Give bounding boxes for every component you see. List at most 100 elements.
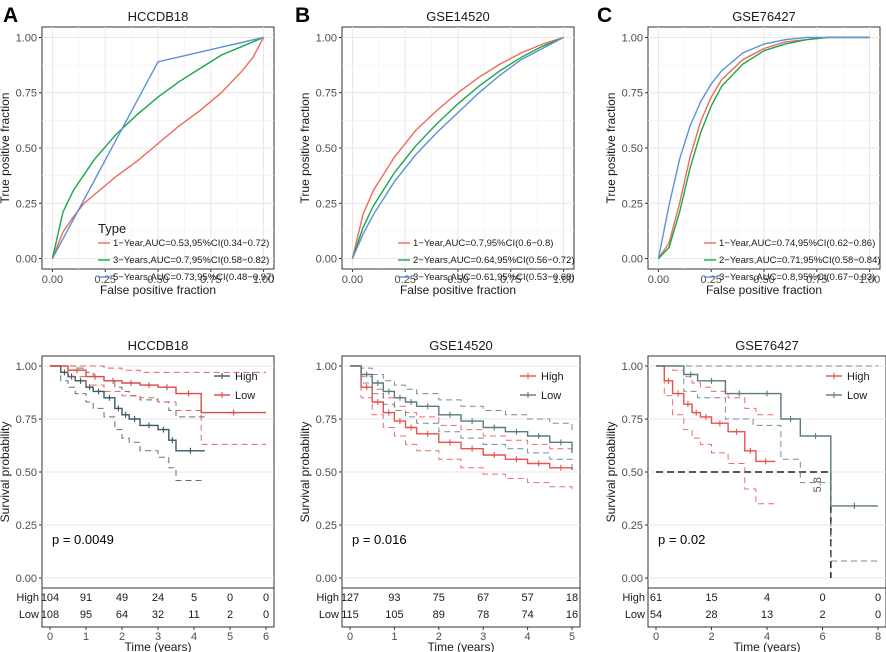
censor-mark <box>374 379 381 386</box>
x-tick-label: 0 <box>347 631 353 643</box>
chart-title: GSE14520 <box>426 9 490 24</box>
risk-count: 75 <box>433 592 445 604</box>
km-curve-high <box>656 365 776 463</box>
risk-count: 16 <box>566 609 578 621</box>
y-tick-label: 0.25 <box>16 520 37 532</box>
censor-mark <box>128 379 134 386</box>
risk-count: 2 <box>227 609 233 621</box>
censor-mark <box>733 428 740 435</box>
x-tick-label: 2 <box>436 631 442 643</box>
risk-count: 0 <box>875 592 881 604</box>
y-tick-label: 0.00 <box>16 254 37 266</box>
y-axis-label: Survival probability <box>298 422 312 523</box>
panel-letter-a: A <box>3 4 18 27</box>
y-tick-label: 0.75 <box>622 414 643 426</box>
legend-censor-mark <box>219 373 225 379</box>
y-tick-label: 0.50 <box>622 467 643 479</box>
x-tick-label: 0.00 <box>648 274 669 286</box>
risk-count: 18 <box>566 592 578 604</box>
risk-row-label: High <box>622 592 645 604</box>
risk-count: 57 <box>521 592 533 604</box>
legend-label: 3−Years,AUC=0.7,95%CI(0.58−0.82) <box>113 255 269 266</box>
censor-mark <box>92 373 98 380</box>
x-tick-label: 0 <box>653 631 659 643</box>
y-tick-label: 0.00 <box>622 573 643 585</box>
risk-count: 13 <box>761 609 773 621</box>
legend-label: 1−Year,AUC=0.7,95%CI(0.6−0.8) <box>413 238 553 249</box>
risk-count: 78 <box>477 609 489 621</box>
y-tick-label: 0.00 <box>16 573 37 585</box>
roc-curve-2 <box>51 36 264 259</box>
x-tick-label: 1 <box>391 631 397 643</box>
legend-censor-mark <box>831 392 837 398</box>
legend-label: High <box>541 371 564 383</box>
risk-count: 49 <box>116 592 128 604</box>
censor-mark <box>513 428 520 435</box>
y-tick-label: 0.50 <box>16 467 37 479</box>
legend-label: 1−Year,AUC=0.53,95%CI(0.34−0.72) <box>113 238 269 249</box>
censor-mark <box>762 458 769 465</box>
risk-count: 95 <box>80 609 92 621</box>
y-tick-label: 0.00 <box>316 254 337 266</box>
legend-censor-mark <box>219 392 225 398</box>
censor-mark <box>557 464 564 471</box>
risk-count: 54 <box>650 609 662 621</box>
x-axis-label: Time (years) <box>428 640 495 652</box>
y-tick-label: 0.00 <box>316 573 337 585</box>
y-axis-label: Survival probability <box>0 422 12 523</box>
x-tick-label: 4 <box>764 631 770 643</box>
y-tick-label: 0.75 <box>16 88 37 100</box>
censor-mark <box>146 382 152 389</box>
legend-censor-mark <box>831 373 837 379</box>
roc-panel-3: 0.00 0.25 0.50 0.75 1.000.000.250.500.751.00… <box>604 9 881 297</box>
censor-mark <box>363 371 370 378</box>
censor-mark <box>736 390 743 397</box>
y-tick-label: 1.00 <box>622 361 643 373</box>
x-tick-label: 5 <box>569 631 575 643</box>
x-tick-label: 1 <box>83 631 89 643</box>
y-axis-label: True positive fraction <box>604 93 618 204</box>
y-tick-label: 0.75 <box>622 88 643 100</box>
km-ci-upper-high <box>350 365 573 451</box>
censor-mark <box>491 424 498 431</box>
censor-mark <box>787 416 794 422</box>
legend-label: 2−Years,AUC=0.71,95%CI(0.58−0.84) <box>719 255 881 266</box>
legend-censor-mark <box>525 392 531 398</box>
y-tick-label: 1.00 <box>16 361 37 373</box>
censor-mark <box>74 367 80 374</box>
risk-count: 67 <box>477 592 489 604</box>
roc-panel-1: 0.00 0.25 0.50 0.75 1.000.000.250.500.751.00… <box>0 9 275 297</box>
x-tick-label: 0.75 <box>500 274 521 286</box>
x-tick-label: 5 <box>227 631 233 643</box>
x-tick-label: 3 <box>480 631 486 643</box>
risk-count: 61 <box>650 592 662 604</box>
p-value: p = 0.0049 <box>52 532 114 547</box>
censor-mark <box>187 447 194 454</box>
y-tick-label: 1.00 <box>16 32 37 44</box>
y-tick-label: 0.25 <box>316 520 337 532</box>
y-tick-label: 1.00 <box>622 32 643 44</box>
risk-count: 108 <box>41 609 59 621</box>
risk-count: 91 <box>80 592 92 604</box>
censor-mark <box>424 430 431 437</box>
risk-count: 4 <box>764 592 770 604</box>
censor-mark <box>424 403 431 410</box>
roc-curve-3 <box>657 36 870 259</box>
x-axis-label: Time (years) <box>734 640 801 652</box>
censor-mark <box>169 437 176 444</box>
censor-mark <box>122 411 129 418</box>
x-tick-label: 6 <box>263 631 269 643</box>
censor-mark <box>396 418 403 425</box>
y-tick-label: 0.50 <box>316 143 337 155</box>
y-tick-label: 0.50 <box>622 143 643 155</box>
y-tick-label: 0.50 <box>16 143 37 155</box>
chart-title: HCCDB18 <box>128 9 189 24</box>
censor-mark <box>469 418 476 425</box>
x-tick-label: 4 <box>191 631 197 643</box>
chart-title: GSE14520 <box>429 338 493 353</box>
censor-mark <box>491 452 498 459</box>
y-tick-label: 0.00 <box>622 254 643 266</box>
censor-mark <box>675 390 682 397</box>
y-axis-label: Survival probability <box>604 422 618 523</box>
risk-count: 0 <box>227 592 233 604</box>
